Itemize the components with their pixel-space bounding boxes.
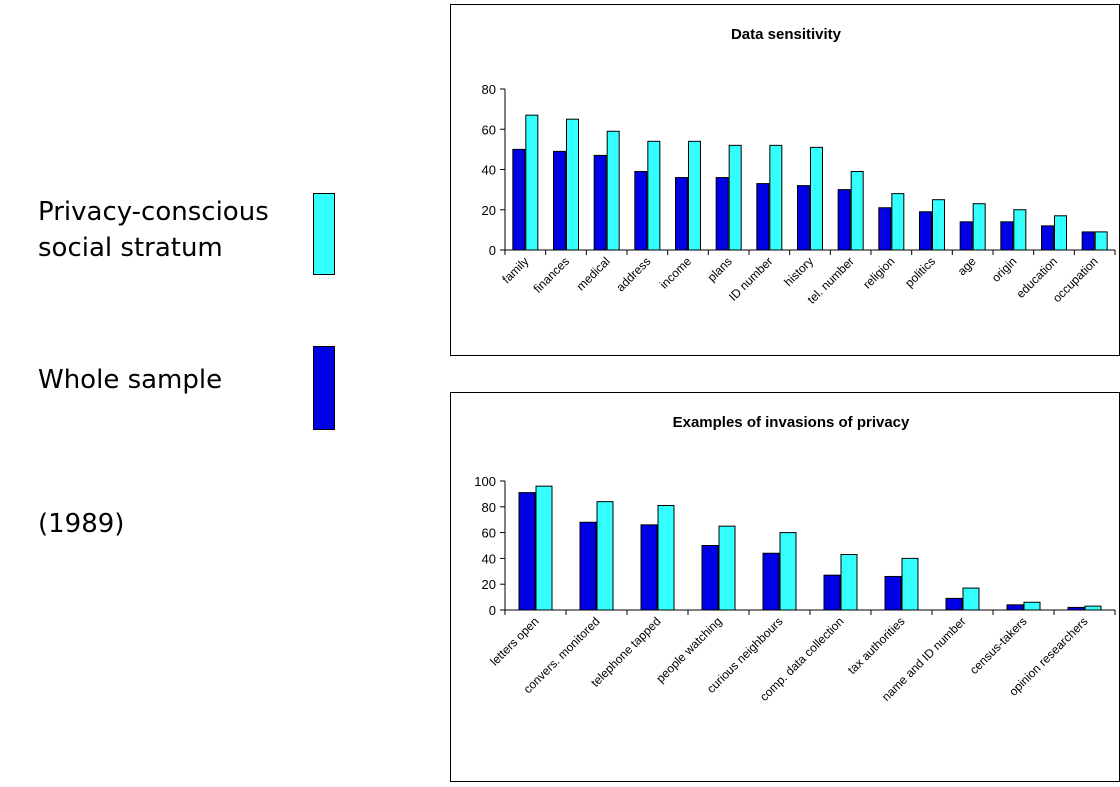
bar-conscious: [606, 130, 620, 251]
legend-swatch-conscious: [313, 193, 335, 275]
bar-conscious: [1084, 605, 1102, 611]
bar-whole: [1067, 606, 1085, 611]
legend-year: (1989): [38, 509, 125, 539]
bar-conscious: [779, 532, 797, 611]
x-category-label: ID number: [726, 254, 776, 304]
bar-whole: [756, 183, 770, 251]
y-tick-label: 60: [482, 526, 496, 541]
y-tick-label: 0: [489, 603, 496, 618]
x-category-label: religion: [860, 254, 897, 291]
bar-conscious: [566, 118, 579, 251]
x-category-label: history: [781, 254, 816, 289]
bar-conscious: [840, 554, 858, 611]
bar-whole: [579, 521, 597, 611]
y-tick-label: 100: [474, 474, 496, 489]
y-tick-label: 20: [482, 577, 496, 592]
chart-data-sensitivity: Data sensitivity 0 20 40 60 80 family finances m…: [482, 26, 1116, 307]
chart-title: Data sensitivity: [731, 26, 842, 43]
chart-invasions-of-privacy: Examples of invasions of privacy 0 20 40 60 8…: [474, 414, 1116, 704]
y-tick-label: 40: [482, 551, 496, 566]
bar-conscious: [688, 140, 701, 251]
bar-conscious: [810, 146, 823, 251]
bar-whole: [1006, 604, 1024, 611]
bar-whole: [675, 177, 688, 251]
x-category-label: tax authorities: [845, 614, 908, 677]
bar-conscious: [525, 114, 539, 251]
bar-whole: [762, 552, 780, 611]
x-category-label: age: [955, 254, 979, 278]
bar-conscious: [769, 144, 783, 251]
bar-whole: [884, 575, 902, 611]
bar-whole: [1081, 231, 1095, 251]
x-category-label: family: [499, 254, 531, 286]
x-category-label: politics: [902, 254, 938, 290]
chart-invasions-frame: Examples of invasions of privacy 0 20 40 60 8…: [450, 392, 1120, 782]
bar-conscious: [596, 501, 614, 611]
bar-conscious: [891, 193, 905, 251]
x-category-label: medical: [574, 254, 613, 293]
x-category-label: finances: [531, 254, 573, 296]
bar-whole: [1041, 225, 1054, 251]
bar-whole: [1000, 221, 1014, 251]
bar-conscious: [1023, 601, 1041, 611]
x-category-label: income: [657, 254, 694, 291]
bar-conscious: [850, 171, 864, 251]
bar-conscious: [962, 587, 980, 611]
bar-whole: [512, 148, 526, 251]
bar-whole: [640, 524, 658, 611]
bar-whole: [701, 545, 719, 611]
bar-whole: [919, 211, 932, 251]
bar-whole: [959, 221, 973, 251]
chart-title: Examples of invasions of privacy: [673, 414, 910, 431]
legend-label-conscious-line1: Privacy-conscious: [38, 197, 269, 227]
x-category-label: origin: [989, 254, 1020, 285]
bar-conscious: [728, 144, 742, 251]
bar-whole: [797, 185, 810, 251]
bar-conscious: [535, 485, 553, 611]
x-category-label: address: [613, 254, 653, 294]
y-tick-label: 0: [489, 243, 496, 258]
bar-conscious: [657, 505, 675, 611]
bar-whole: [878, 207, 892, 251]
y-tick-label: 80: [482, 500, 496, 515]
bar-whole: [553, 150, 566, 251]
bar-conscious: [1013, 209, 1027, 251]
bar-whole: [837, 189, 851, 251]
x-category-label: letters open: [487, 614, 541, 668]
bar-whole: [634, 171, 648, 251]
bar-conscious: [1054, 215, 1067, 251]
y-tick-label: 80: [482, 82, 496, 97]
chart-data-sensitivity-frame: Data sensitivity 0 20 40 60 80 family finances m…: [450, 4, 1120, 356]
bar-conscious: [901, 557, 919, 611]
legend-label-conscious: Privacy-conscious social stratum: [38, 194, 269, 266]
bar-whole: [823, 574, 841, 611]
bar-conscious: [1094, 231, 1108, 251]
y-tick-label: 40: [482, 163, 496, 178]
bar-whole: [715, 177, 729, 251]
x-category-label: census-takers: [967, 614, 1030, 677]
bar-conscious: [647, 140, 661, 251]
bar-conscious: [972, 203, 986, 251]
bar-whole: [593, 154, 607, 251]
legend-swatch-whole: [313, 346, 335, 430]
legend-label-conscious-line2: social stratum: [38, 233, 223, 263]
bar-whole: [945, 597, 963, 611]
y-tick-label: 20: [482, 203, 496, 218]
legend-label-whole: Whole sample: [38, 365, 223, 395]
y-tick-label: 60: [482, 122, 496, 137]
bar-conscious: [932, 199, 945, 251]
bar-conscious: [718, 525, 736, 611]
bar-whole: [518, 492, 536, 611]
x-category-label: plans: [705, 254, 735, 284]
